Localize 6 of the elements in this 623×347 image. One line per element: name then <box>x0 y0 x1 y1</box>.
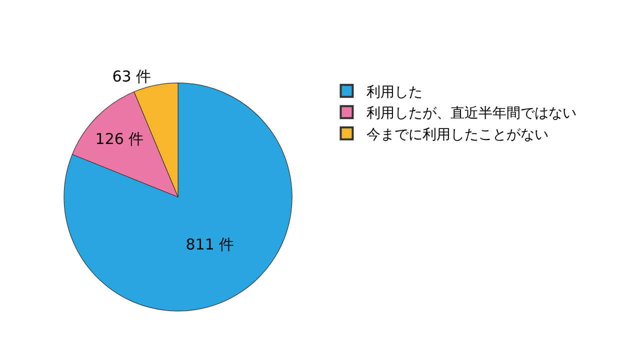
data-label: 63 件 <box>112 68 152 86</box>
data-label: 811 件 <box>186 235 234 254</box>
legend-label: 利用したが、直近半年間ではない <box>366 106 577 122</box>
data-label: 126 件 <box>95 130 144 148</box>
legend-label: 利用した <box>366 84 423 100</box>
legend-label: 今までに利用したことがない <box>366 126 549 143</box>
